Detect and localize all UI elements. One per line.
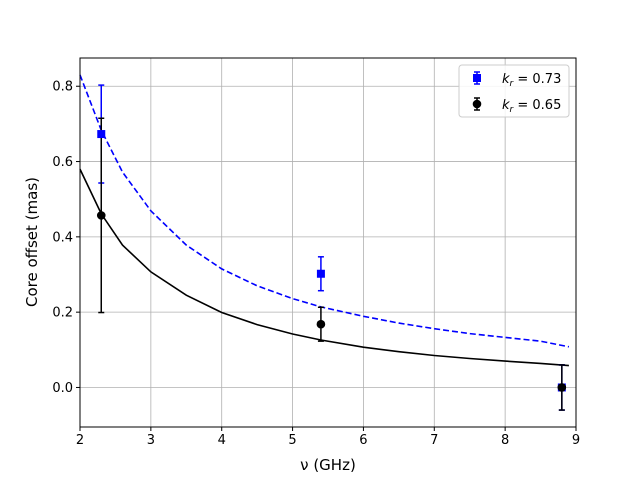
x-tick-label: 9 [572,433,580,448]
legend-marker-square [473,74,481,82]
y-tick-label: 0.4 [52,230,73,245]
data-markers [96,130,567,392]
y-tick-label: 0.0 [52,381,73,396]
y-tick-label: 0.6 [52,155,73,170]
legend-label: kr = 0.73 [502,72,561,89]
data-point-square [97,130,106,139]
data-point-square [316,269,325,278]
y-tick-label: 0.2 [52,306,73,321]
y-axis-label: Core offset (mas) [23,177,41,307]
fit-curves [79,74,570,367]
fit-curve-1 [79,168,569,367]
legend-box [458,64,570,118]
data-point-circle [96,211,106,220]
data-point-circle [557,383,567,392]
x-axis-label: ν (GHz) [300,456,356,474]
x-tick-label: 4 [218,433,226,448]
x-tick-label: 2 [76,433,84,448]
y-tick-label: 0.8 [52,80,73,95]
fit-curve-0 [79,74,570,348]
plot-frame [79,57,577,428]
legend-label: kr = 0.65 [502,98,561,115]
legend: kr = 0.73 kr = 0.65 [458,64,570,118]
x-tick-label: 7 [430,433,438,448]
x-tick-label: 6 [359,433,367,448]
x-tick-label: 5 [288,433,296,448]
data-point-circle [316,319,326,329]
x-tick-label: 8 [501,433,509,448]
legend-marker-circle [472,99,482,109]
axis-ticks: 2 3 4 5 6 7 8 9 0.0 0.2 0.4 0.6 0.8 [52,80,580,448]
x-tick-label: 3 [147,433,155,448]
